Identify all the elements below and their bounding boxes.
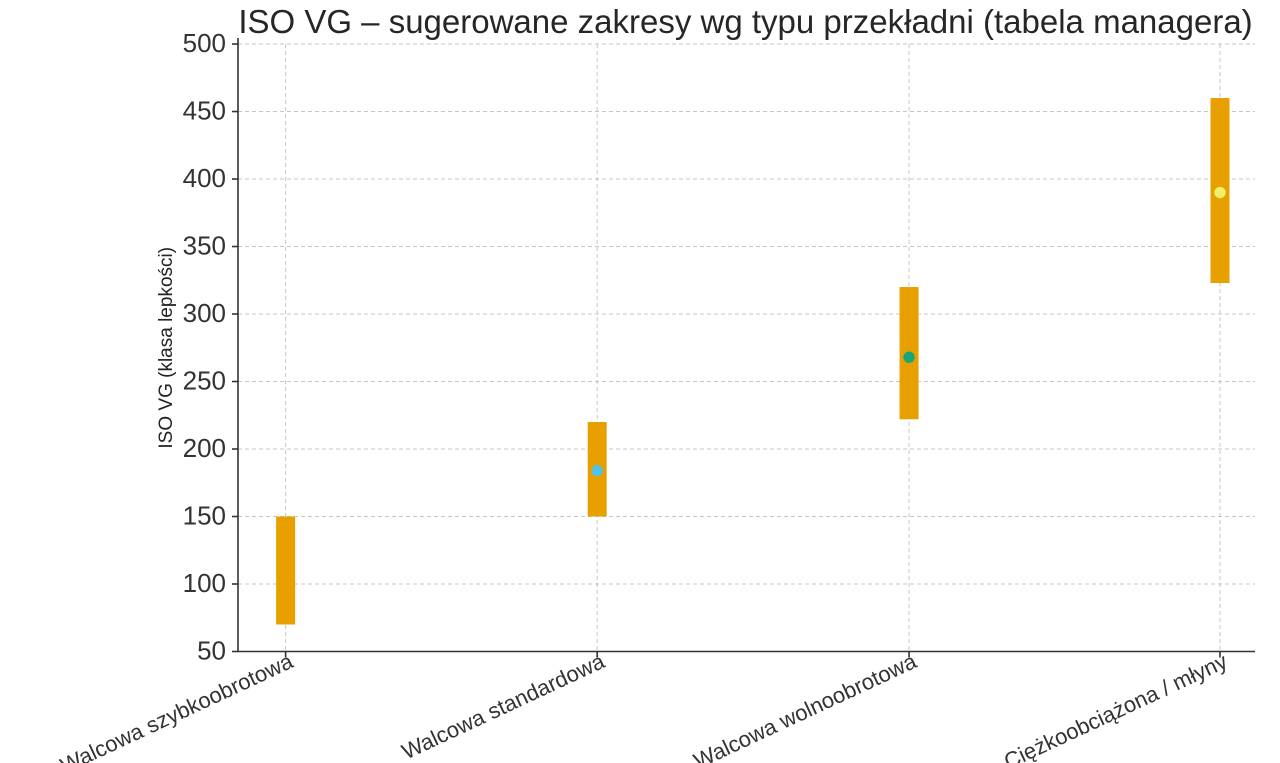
svg-text:500: 500 xyxy=(183,28,226,58)
svg-text:350: 350 xyxy=(183,231,226,261)
svg-text:200: 200 xyxy=(183,433,226,463)
svg-text:450: 450 xyxy=(183,96,226,126)
svg-text:400: 400 xyxy=(183,163,226,193)
svg-text:300: 300 xyxy=(183,298,226,328)
svg-text:50: 50 xyxy=(197,636,226,666)
svg-text:250: 250 xyxy=(183,366,226,396)
svg-text:100: 100 xyxy=(183,568,226,598)
svg-text:ISO VG – sugerowane zakresy wg: ISO VG – sugerowane zakresy wg typu prze… xyxy=(238,3,1252,40)
svg-text:150: 150 xyxy=(183,501,226,531)
svg-text:ISO VG (klasa lepkości): ISO VG (klasa lepkości) xyxy=(156,247,177,449)
